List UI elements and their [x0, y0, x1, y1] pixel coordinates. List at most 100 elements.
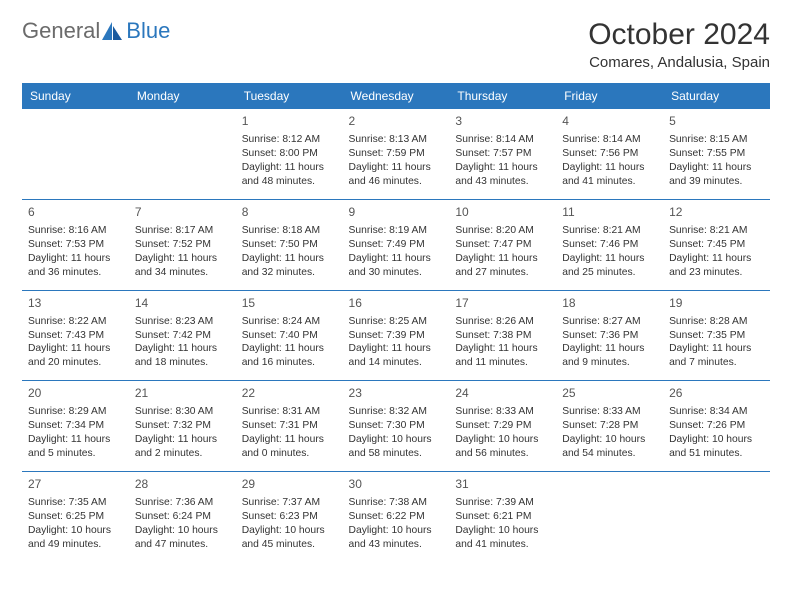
- day-number: 6: [28, 204, 123, 220]
- day-number: 1: [242, 113, 337, 129]
- sunrise-text: Sunrise: 8:25 AM: [349, 315, 444, 329]
- calendar-day-cell: 16Sunrise: 8:25 AMSunset: 7:39 PMDayligh…: [343, 290, 450, 381]
- page-title: October 2024: [588, 18, 770, 52]
- daylight-text: and 5 minutes.: [28, 447, 123, 461]
- col-friday: Friday: [556, 83, 663, 109]
- sunset-text: Sunset: 7:56 PM: [562, 147, 657, 161]
- sunset-text: Sunset: 6:22 PM: [349, 510, 444, 524]
- daylight-text: and 39 minutes.: [669, 175, 764, 189]
- calendar-day-cell: 11Sunrise: 8:21 AMSunset: 7:46 PMDayligh…: [556, 199, 663, 290]
- sunrise-text: Sunrise: 8:24 AM: [242, 315, 337, 329]
- day-number: 16: [349, 295, 444, 311]
- sunrise-text: Sunrise: 8:34 AM: [669, 405, 764, 419]
- daylight-text: and 32 minutes.: [242, 266, 337, 280]
- daylight-text: Daylight: 11 hours: [669, 252, 764, 266]
- calendar-day-cell: 18Sunrise: 8:27 AMSunset: 7:36 PMDayligh…: [556, 290, 663, 381]
- daylight-text: and 30 minutes.: [349, 266, 444, 280]
- daylight-text: and 54 minutes.: [562, 447, 657, 461]
- daylight-text: Daylight: 10 hours: [455, 433, 550, 447]
- col-wednesday: Wednesday: [343, 83, 450, 109]
- daylight-text: Daylight: 11 hours: [669, 161, 764, 175]
- sunset-text: Sunset: 7:50 PM: [242, 238, 337, 252]
- sunrise-text: Sunrise: 8:28 AM: [669, 315, 764, 329]
- calendar-week-row: 20Sunrise: 8:29 AMSunset: 7:34 PMDayligh…: [22, 381, 770, 472]
- day-number: 14: [135, 295, 230, 311]
- day-number: 29: [242, 476, 337, 492]
- daylight-text: and 16 minutes.: [242, 356, 337, 370]
- sunset-text: Sunset: 7:42 PM: [135, 329, 230, 343]
- daylight-text: and 18 minutes.: [135, 356, 230, 370]
- logo-sail-icon: [102, 22, 124, 40]
- sunset-text: Sunset: 7:46 PM: [562, 238, 657, 252]
- logo-text-general: General: [22, 18, 100, 44]
- sunrise-text: Sunrise: 8:21 AM: [562, 224, 657, 238]
- sunrise-text: Sunrise: 8:20 AM: [455, 224, 550, 238]
- daylight-text: Daylight: 11 hours: [562, 161, 657, 175]
- calendar-day-cell: 26Sunrise: 8:34 AMSunset: 7:26 PMDayligh…: [663, 381, 770, 472]
- calendar-day-cell: 13Sunrise: 8:22 AMSunset: 7:43 PMDayligh…: [22, 290, 129, 381]
- page-subtitle: Comares, Andalusia, Spain: [588, 54, 770, 71]
- daylight-text: Daylight: 11 hours: [242, 342, 337, 356]
- calendar-day-cell: 2Sunrise: 8:13 AMSunset: 7:59 PMDaylight…: [343, 109, 450, 199]
- calendar-day-cell: 24Sunrise: 8:33 AMSunset: 7:29 PMDayligh…: [449, 381, 556, 472]
- daylight-text: and 9 minutes.: [562, 356, 657, 370]
- day-number: 9: [349, 204, 444, 220]
- calendar-day-cell: [663, 472, 770, 562]
- day-number: 24: [455, 385, 550, 401]
- sunset-text: Sunset: 7:34 PM: [28, 419, 123, 433]
- calendar-day-cell: 28Sunrise: 7:36 AMSunset: 6:24 PMDayligh…: [129, 472, 236, 562]
- daylight-text: Daylight: 11 hours: [135, 252, 230, 266]
- sunrise-text: Sunrise: 7:35 AM: [28, 496, 123, 510]
- daylight-text: and 45 minutes.: [242, 538, 337, 552]
- sunset-text: Sunset: 7:43 PM: [28, 329, 123, 343]
- calendar-day-cell: 3Sunrise: 8:14 AMSunset: 7:57 PMDaylight…: [449, 109, 556, 199]
- daylight-text: and 47 minutes.: [135, 538, 230, 552]
- sunrise-text: Sunrise: 7:37 AM: [242, 496, 337, 510]
- daylight-text: and 56 minutes.: [455, 447, 550, 461]
- daylight-text: and 48 minutes.: [242, 175, 337, 189]
- day-number: 22: [242, 385, 337, 401]
- sunrise-text: Sunrise: 7:38 AM: [349, 496, 444, 510]
- col-saturday: Saturday: [663, 83, 770, 109]
- sunset-text: Sunset: 6:23 PM: [242, 510, 337, 524]
- day-number: 4: [562, 113, 657, 129]
- day-number: 18: [562, 295, 657, 311]
- sunrise-text: Sunrise: 8:31 AM: [242, 405, 337, 419]
- sunset-text: Sunset: 7:32 PM: [135, 419, 230, 433]
- daylight-text: and 34 minutes.: [135, 266, 230, 280]
- day-number: 15: [242, 295, 337, 311]
- day-number: 26: [669, 385, 764, 401]
- daylight-text: and 14 minutes.: [349, 356, 444, 370]
- day-number: 28: [135, 476, 230, 492]
- sunrise-text: Sunrise: 8:29 AM: [28, 405, 123, 419]
- sunset-text: Sunset: 7:26 PM: [669, 419, 764, 433]
- col-monday: Monday: [129, 83, 236, 109]
- sunrise-text: Sunrise: 7:36 AM: [135, 496, 230, 510]
- sunset-text: Sunset: 6:25 PM: [28, 510, 123, 524]
- sunset-text: Sunset: 7:57 PM: [455, 147, 550, 161]
- sunset-text: Sunset: 7:47 PM: [455, 238, 550, 252]
- sunset-text: Sunset: 7:39 PM: [349, 329, 444, 343]
- col-sunday: Sunday: [22, 83, 129, 109]
- day-number: 27: [28, 476, 123, 492]
- header: General Blue October 2024 Comares, Andal…: [22, 18, 770, 71]
- sunrise-text: Sunrise: 8:23 AM: [135, 315, 230, 329]
- calendar-day-cell: 1Sunrise: 8:12 AMSunset: 8:00 PMDaylight…: [236, 109, 343, 199]
- sunrise-text: Sunrise: 8:21 AM: [669, 224, 764, 238]
- calendar-header-row: Sunday Monday Tuesday Wednesday Thursday…: [22, 83, 770, 109]
- day-number: 17: [455, 295, 550, 311]
- calendar-day-cell: [129, 109, 236, 199]
- daylight-text: and 27 minutes.: [455, 266, 550, 280]
- logo: General Blue: [22, 18, 170, 44]
- calendar-day-cell: 27Sunrise: 7:35 AMSunset: 6:25 PMDayligh…: [22, 472, 129, 562]
- day-number: 3: [455, 113, 550, 129]
- daylight-text: Daylight: 11 hours: [242, 161, 337, 175]
- daylight-text: Daylight: 11 hours: [349, 252, 444, 266]
- daylight-text: Daylight: 11 hours: [562, 252, 657, 266]
- daylight-text: Daylight: 11 hours: [562, 342, 657, 356]
- calendar-day-cell: 8Sunrise: 8:18 AMSunset: 7:50 PMDaylight…: [236, 199, 343, 290]
- calendar-day-cell: 5Sunrise: 8:15 AMSunset: 7:55 PMDaylight…: [663, 109, 770, 199]
- sunset-text: Sunset: 7:52 PM: [135, 238, 230, 252]
- daylight-text: Daylight: 10 hours: [135, 524, 230, 538]
- sunrise-text: Sunrise: 8:17 AM: [135, 224, 230, 238]
